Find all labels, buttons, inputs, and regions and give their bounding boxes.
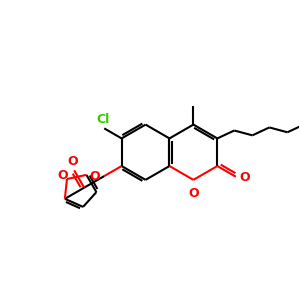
- Text: O: O: [57, 169, 68, 182]
- Text: Cl: Cl: [97, 113, 110, 126]
- Text: O: O: [239, 171, 250, 184]
- Text: O: O: [89, 169, 100, 183]
- Text: O: O: [67, 155, 78, 168]
- Text: O: O: [188, 187, 199, 200]
